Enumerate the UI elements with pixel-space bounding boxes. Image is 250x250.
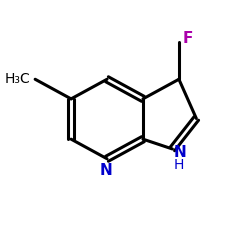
Text: H: H: [174, 158, 184, 172]
Text: N: N: [174, 145, 186, 160]
Text: N: N: [100, 163, 112, 178]
Text: F: F: [182, 32, 192, 46]
Text: H₃C: H₃C: [5, 72, 31, 86]
